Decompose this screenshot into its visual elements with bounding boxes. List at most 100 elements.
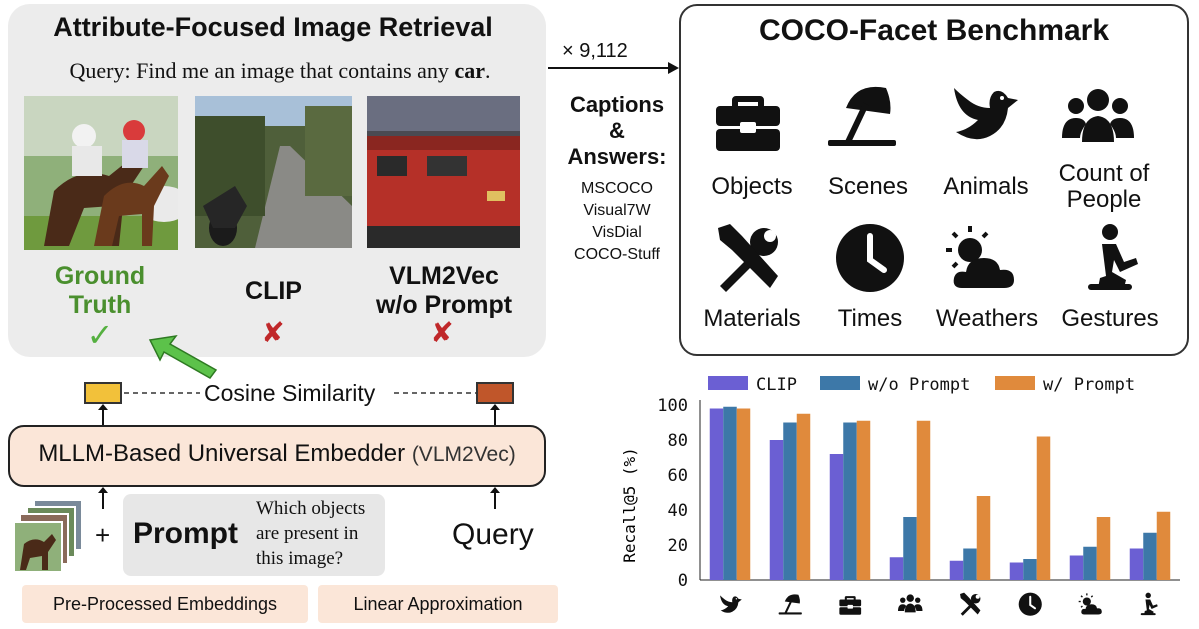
bar-w-prompt <box>976 496 991 580</box>
legend-swatch <box>708 376 748 390</box>
category-label: Weathers <box>917 306 1057 332</box>
ground-truth-label: Ground Truth <box>25 262 175 320</box>
embedder-box <box>8 425 546 487</box>
source-item: Visual7W <box>583 202 651 219</box>
category-label: Count of People <box>1034 161 1174 213</box>
vlm2vec-label: VLM2Vec w/o Prompt <box>360 262 528 320</box>
query-target: car <box>454 58 485 83</box>
sun-cloud-icon <box>1078 593 1102 615</box>
bar-clip <box>829 454 844 580</box>
check-icon: ✓ <box>86 317 114 353</box>
ground-truth-image <box>24 96 178 250</box>
people-group-icon <box>898 594 923 613</box>
bar-clip <box>949 560 964 580</box>
category-label: Materials <box>682 306 822 332</box>
source-item: MSCOCO <box>581 180 653 197</box>
pre-processed-label: Pre-Processed Embeddings <box>52 594 278 614</box>
y-tick-label: 20 <box>668 536 688 556</box>
category-label: Scenes <box>798 174 938 200</box>
clock-icon <box>836 224 904 292</box>
source-item: VisDial <box>592 224 642 241</box>
linear-approx-label: Linear Approximation <box>353 594 523 614</box>
category-label-line1: Materials <box>703 305 801 332</box>
category-label: Times <box>800 306 940 332</box>
query-text: Query: Find me an image that contains an… <box>0 58 560 84</box>
toolbox-icon <box>839 596 862 615</box>
cross-icon: ✘ <box>430 317 454 348</box>
embedder-main-label: MLLM-Based Universal Embedder <box>38 440 412 467</box>
bar-clip <box>769 440 784 580</box>
bar-clip <box>1129 548 1144 580</box>
up-arrow-icon <box>490 487 500 509</box>
cosine-similarity-label: Cosine Similarity <box>204 380 376 406</box>
bar-w-prompt <box>1156 511 1171 580</box>
legend-label: w/o Prompt <box>868 375 970 395</box>
bar-w-prompt <box>736 408 751 580</box>
legend-label: CLIP <box>756 375 797 395</box>
prompt-box <box>123 494 385 576</box>
up-arrow-icon <box>98 487 108 509</box>
plus-sign: + <box>95 520 111 550</box>
vlm2vec-label-line1: VLM2Vec <box>389 262 499 290</box>
beach-umbrella-icon <box>778 594 802 615</box>
y-tick-label: 40 <box>668 501 688 521</box>
kneeling-person-icon <box>1088 224 1138 290</box>
embedder-label: MLLM-Based Universal Embedder (VLM2Vec) <box>8 440 546 468</box>
bar-w-o-prompt <box>723 406 737 580</box>
y-tick-label: 60 <box>668 466 688 486</box>
flow-arrow-icon <box>548 62 679 74</box>
category-label-line1: Scenes <box>827 173 909 200</box>
category-label-line1: Times <box>837 305 903 332</box>
beach-umbrella-icon <box>828 86 896 146</box>
y-tick-label: 0 <box>678 571 688 591</box>
captions-heading-line1: Captions <box>569 92 665 117</box>
legend-swatch <box>995 376 1035 390</box>
bar-w-o-prompt <box>903 517 917 580</box>
prompt-label: Prompt <box>133 517 238 550</box>
cross-icon: ✘ <box>261 317 285 348</box>
captions-heading-line3: Answers: <box>567 144 667 169</box>
captions-heading-line2: & <box>609 118 625 143</box>
bar-w-prompt <box>1096 517 1111 580</box>
legend-label: w/ Prompt <box>1043 375 1135 395</box>
retrieval-title: Attribute-Focused Image Retrieval <box>53 12 493 42</box>
bar-clip <box>1069 555 1084 580</box>
bar-clip <box>709 408 724 580</box>
category-label: Objects <box>682 174 822 200</box>
source-item: COCO-Stuff <box>574 246 660 263</box>
bar-w-prompt <box>796 413 811 580</box>
similarity-dashes <box>124 392 476 394</box>
category-label: Gestures <box>1040 306 1180 332</box>
bar-w-prompt <box>856 420 871 580</box>
dove-icon <box>954 88 1018 140</box>
category-label-line2: People <box>1066 186 1142 213</box>
benchmark-title: COCO-Facet Benchmark <box>758 14 1110 47</box>
bar-w-o-prompt <box>1083 546 1097 580</box>
ground-truth-label-line1: Ground <box>54 262 146 290</box>
y-tick-label: 100 <box>657 396 688 416</box>
y-tick-label: 80 <box>668 431 688 451</box>
sun-cloud-icon <box>946 226 1014 288</box>
image-stack <box>14 500 83 573</box>
category-label-line1: Gestures <box>1061 305 1159 332</box>
up-arrow-icon <box>490 404 500 426</box>
query-suffix: . <box>484 58 491 83</box>
prompt-question: Which objects are present in this image? <box>256 498 366 569</box>
dove-icon <box>720 595 742 613</box>
bar-w-o-prompt <box>783 422 797 580</box>
query-label: Query <box>452 518 534 551</box>
bar-w-o-prompt <box>1023 559 1037 580</box>
pre-processed-box <box>22 585 308 623</box>
up-arrow-icon <box>98 404 108 426</box>
y-axis-label: Recall@5 (%) <box>620 447 639 563</box>
vlm2vec-label-line2: w/o Prompt <box>375 291 513 319</box>
bar-w-prompt <box>1036 436 1051 580</box>
bar-clip <box>1009 562 1024 580</box>
tools-icon <box>718 224 778 292</box>
captions-heading: Captions & Answers: <box>552 92 682 170</box>
linear-approx-box <box>318 585 558 623</box>
match-arrow-icon <box>148 334 218 379</box>
vlm2vec-result-image <box>367 96 520 248</box>
bar-w-prompt <box>916 420 931 580</box>
bar-w-o-prompt <box>1143 532 1157 580</box>
